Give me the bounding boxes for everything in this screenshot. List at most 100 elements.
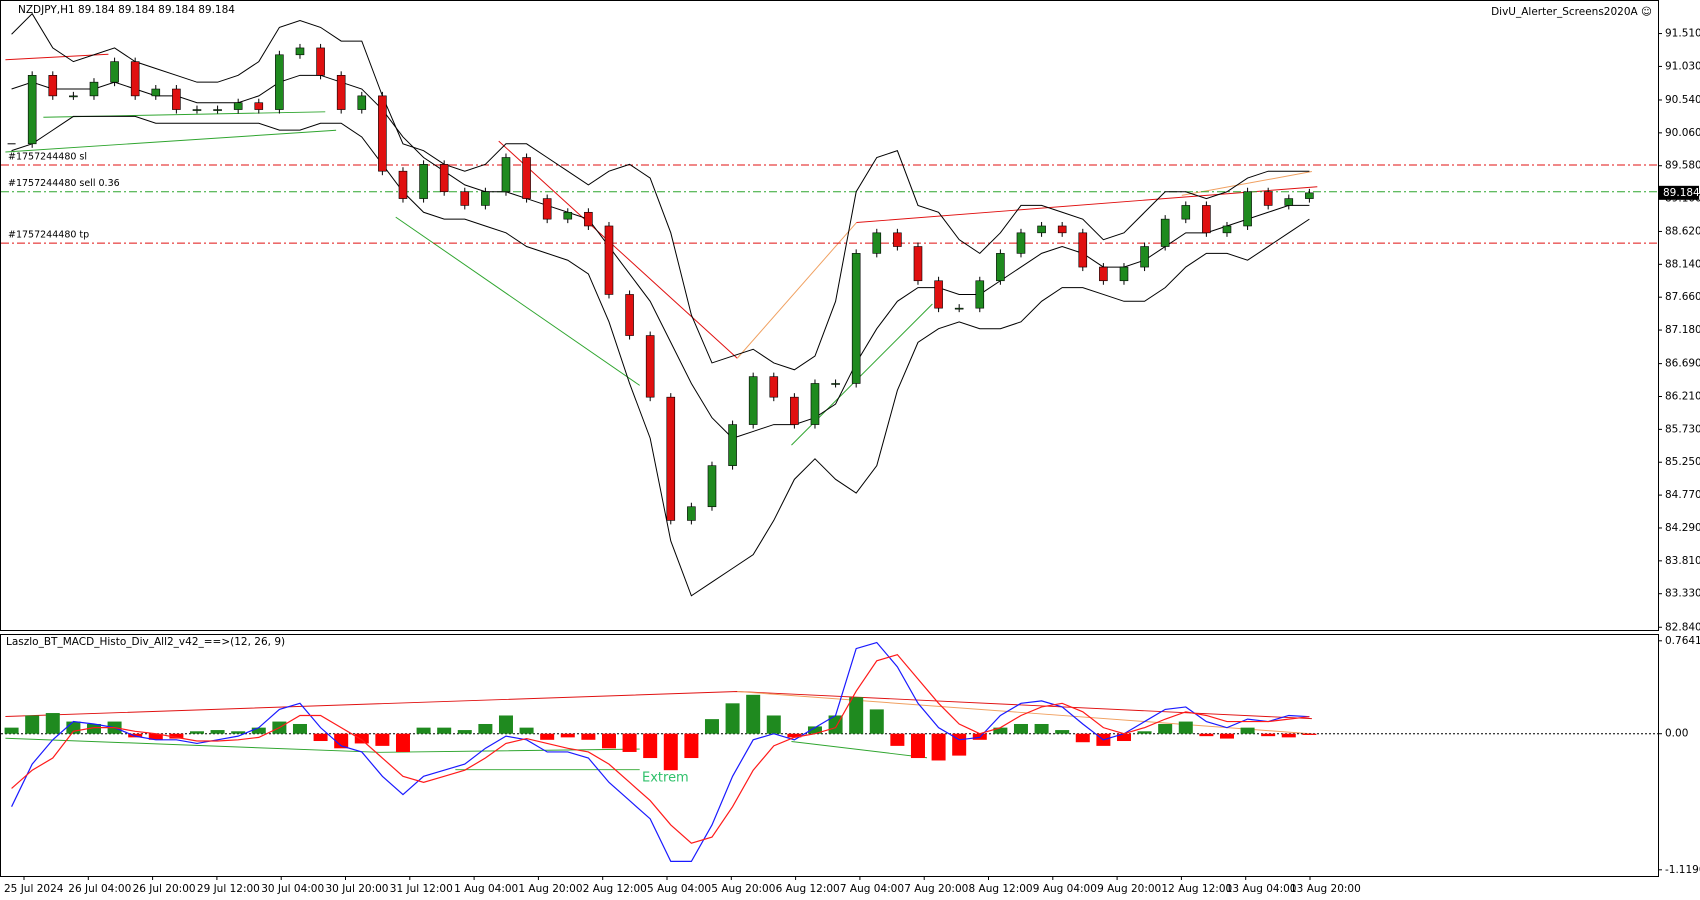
candle (110, 61, 119, 83)
candle (851, 253, 861, 384)
candle (439, 164, 449, 193)
histogram-bar (1261, 733, 1276, 737)
x-tick-label: 25 Jul 2024 (4, 883, 64, 895)
x-tick-label: 8 Aug 12:00 (969, 883, 1033, 895)
candle (1181, 205, 1191, 220)
price-tag-label: 89.184 (1663, 187, 1700, 199)
y-tick-label: 90.540 (1665, 94, 1700, 106)
divergence-line (5, 691, 1312, 720)
histogram-bar (643, 733, 658, 759)
histogram-bar (313, 733, 328, 742)
candle (563, 211, 573, 220)
histogram-bar (622, 733, 637, 752)
y-tick-label: 82.840 (1665, 621, 1700, 633)
histogram-bar (807, 726, 822, 734)
histogram-bar (869, 709, 884, 734)
histogram-bar (1158, 723, 1173, 734)
candle (584, 211, 593, 227)
x-tick-label: 12 Aug 12:00 (1161, 883, 1232, 895)
divergence-line (791, 740, 928, 759)
histogram-bar (1199, 733, 1214, 737)
candle (1057, 225, 1067, 234)
candle (666, 396, 676, 521)
histogram-bar (540, 733, 555, 740)
histogram-bar (1034, 723, 1049, 734)
divergence-line (5, 129, 337, 153)
candle (687, 506, 696, 521)
y-tick-label: 84.290 (1665, 522, 1700, 534)
candle (707, 465, 717, 508)
candle (1160, 218, 1170, 247)
divergence-line (5, 737, 640, 753)
candle (604, 225, 614, 295)
histogram-bar (581, 733, 596, 740)
bollinger-band (11, 74, 1310, 439)
x-tick-label: 13 Aug 04:00 (1226, 883, 1297, 895)
x-tick-label: 7 Aug 20:00 (904, 883, 968, 895)
candle (790, 396, 799, 425)
candle (398, 170, 408, 199)
candle (419, 164, 428, 199)
histogram-bar (416, 727, 431, 734)
divergence-lines (5, 53, 1318, 771)
candle (872, 232, 882, 254)
y-tick-label: 0.00 (1665, 728, 1688, 740)
candle (151, 88, 161, 97)
histogram-bar (4, 727, 19, 734)
order-label: #1757244480 sl (8, 152, 87, 163)
histogram-bar (663, 733, 678, 771)
y-tick-label: 86.210 (1665, 390, 1700, 402)
price-tag (1659, 185, 1699, 200)
candle (748, 376, 758, 425)
candle (1016, 232, 1026, 254)
macd-title: Laszlo_BT_MACD_Histo_Div_All2_v42_==>(12… (6, 636, 285, 648)
candle (831, 383, 840, 385)
histogram-bar (354, 733, 369, 744)
candle (316, 47, 325, 76)
histogram-bar (25, 715, 40, 734)
candle (254, 102, 264, 110)
histogram-bar (1137, 731, 1152, 734)
x-tick-label: 7 Aug 04:00 (840, 883, 904, 895)
y-tick-label: 87.660 (1665, 291, 1700, 303)
candle (275, 54, 284, 110)
x-tick-label: 6 Aug 12:00 (776, 883, 840, 895)
candle (1305, 192, 1314, 199)
candle (954, 307, 964, 310)
candle (89, 81, 99, 97)
price-pane-frame (0, 0, 1659, 631)
candle (1140, 246, 1149, 268)
candle (996, 253, 1005, 282)
macd-pane-frame (0, 634, 1659, 877)
histogram-bar (1219, 733, 1234, 739)
x-tick-label: 26 Jul 04:00 (68, 883, 131, 895)
x-tick-label: 9 Aug 20:00 (1097, 883, 1161, 895)
candle (48, 75, 58, 97)
indicator-label: DivU_Alerter_Screens2020A ☺ (1491, 6, 1652, 18)
candle (893, 232, 902, 247)
y-tick-label: 85.730 (1665, 423, 1700, 435)
x-tick-label: 1 Aug 20:00 (518, 883, 582, 895)
histogram-bar (395, 733, 410, 752)
candle (1099, 266, 1108, 282)
bollinger-band (11, 12, 1310, 371)
y-tick-label: 89.580 (1665, 160, 1700, 172)
candle (336, 75, 346, 110)
candle (130, 61, 140, 97)
candle (192, 109, 202, 111)
candle (1202, 205, 1211, 234)
histogram-bar (890, 733, 905, 746)
y-tick-label: 88.620 (1665, 225, 1700, 237)
histogram-bar (169, 733, 184, 739)
histogram-bar (1055, 730, 1070, 734)
histogram-bar (993, 727, 1008, 734)
candle (69, 95, 78, 98)
candle (27, 75, 37, 145)
histogram-bar (1302, 733, 1317, 735)
chart-title: NZDJPY,H1 89.184 89.184 89.184 89.184 (18, 4, 235, 16)
y-tick-label: 83.330 (1665, 588, 1700, 600)
candle (625, 294, 634, 336)
candle (213, 109, 222, 111)
candle (295, 47, 305, 56)
